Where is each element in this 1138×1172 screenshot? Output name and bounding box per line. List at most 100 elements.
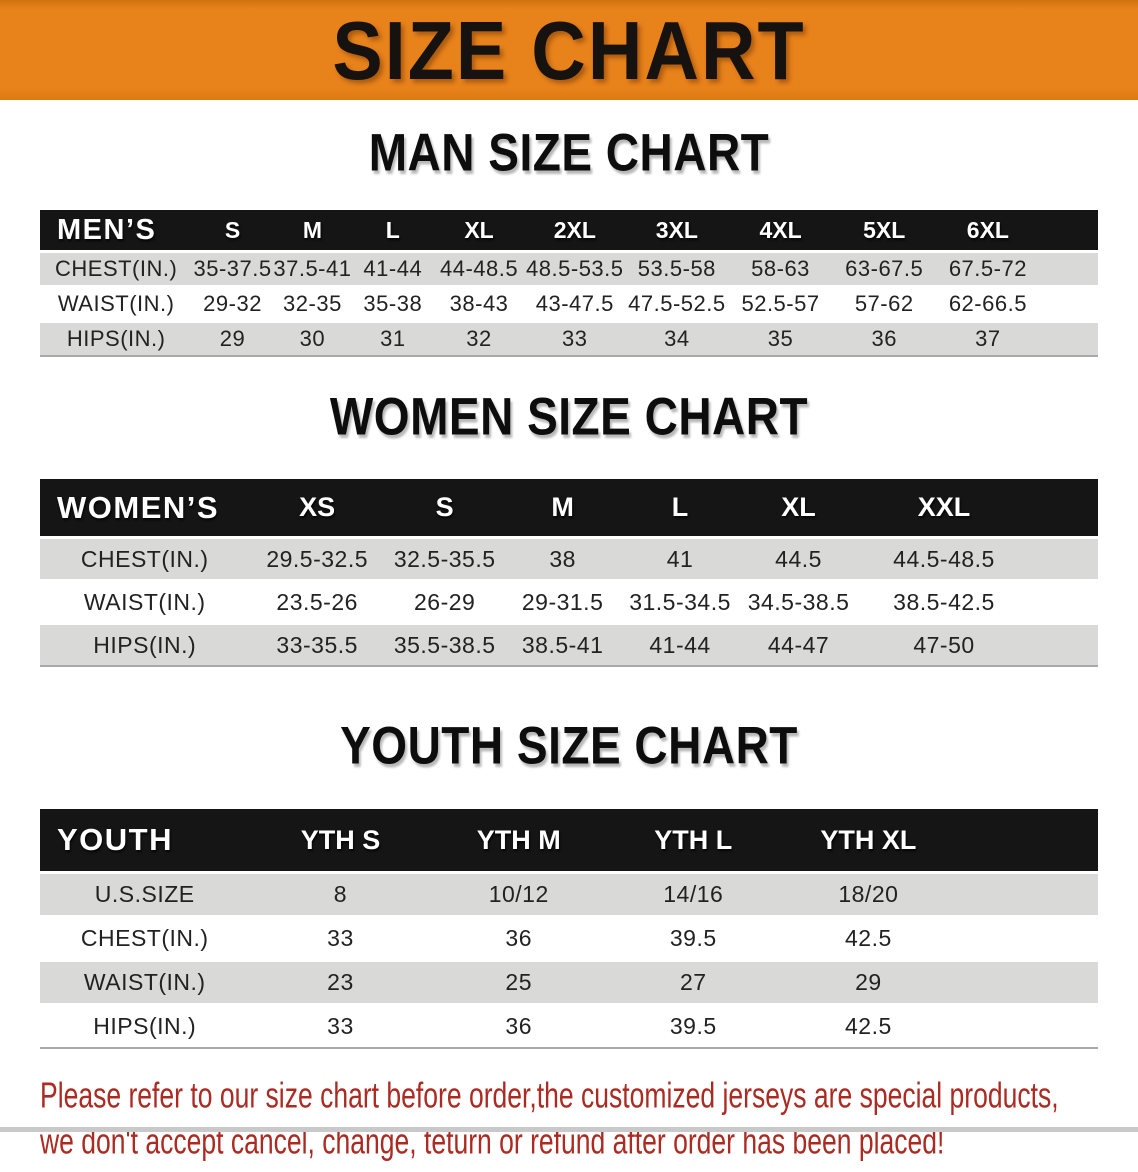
size-value-cell: 18/20 <box>780 871 957 915</box>
table-row: CHEST(IN.) 33 36 39.5 42.5 <box>40 915 1098 959</box>
spacer-cell <box>1039 250 1098 285</box>
column-header-cell: XXL <box>857 479 1031 536</box>
spacer-cell <box>1039 320 1098 355</box>
table-title-cell: WOMEN’S <box>40 479 250 536</box>
youth-section-heading-text: YOUTH SIZE CHART <box>340 715 798 775</box>
size-value-cell: 39.5 <box>606 1003 781 1047</box>
size-value-cell: 44-47 <box>739 622 858 665</box>
size-value-cell: 38.5-42.5 <box>857 579 1031 622</box>
table-row: U.S.SIZE 8 10/12 14/16 18/20 <box>40 871 1098 915</box>
size-value-cell: 44-48.5 <box>433 250 525 285</box>
women-section-heading: WOMEN SIZE CHART <box>0 386 1138 454</box>
spacer-cell <box>1039 210 1098 250</box>
column-header-cell: 2XL <box>524 210 626 250</box>
column-header-cell: YTH M <box>431 809 606 871</box>
row-label-cell: WAIST(IN.) <box>40 285 193 320</box>
column-header-cell: 3XL <box>625 210 729 250</box>
row-label-cell: U.S.SIZE <box>40 871 250 915</box>
size-value-cell: 36 <box>431 915 606 959</box>
table-header-row: MEN’S S M L XL 2XL 3XL 4XL 5XL 6XL <box>40 210 1098 250</box>
size-value-cell: 33 <box>249 915 432 959</box>
size-value-cell: 32-35 <box>272 285 353 320</box>
size-value-cell: 38-43 <box>433 285 525 320</box>
size-value-cell: 25 <box>431 959 606 1003</box>
size-value-cell: 27 <box>606 959 781 1003</box>
column-header-cell: M <box>504 479 621 536</box>
column-header-cell: 6XL <box>936 210 1040 250</box>
spacer-cell <box>1039 285 1098 320</box>
order-policy-note-line-1: Please refer to our size chart before or… <box>40 1073 1098 1119</box>
size-value-cell: 38.5-41 <box>504 622 621 665</box>
table-title-cell: MEN’S <box>40 210 193 250</box>
size-chart-banner: SIZE CHART <box>0 0 1138 100</box>
spacer-cell <box>956 1003 1098 1047</box>
column-header-cell: XL <box>433 210 525 250</box>
size-value-cell: 37.5-41 <box>272 250 353 285</box>
size-value-cell: 14/16 <box>606 871 781 915</box>
table-row: WAIST(IN.) 29-32 32-35 35-38 38-43 43-47.5 47.… <box>40 285 1098 320</box>
spacer-cell <box>956 871 1098 915</box>
row-label-cell: HIPS(IN.) <box>40 622 250 665</box>
size-value-cell: 47.5-52.5 <box>625 285 729 320</box>
table-header-row: YOUTH YTH S YTH M YTH L YTH XL <box>40 809 1098 871</box>
column-header-cell: L <box>352 210 434 250</box>
row-label-cell: HIPS(IN.) <box>40 320 193 355</box>
size-value-cell: 36 <box>431 1003 606 1047</box>
size-value-cell: 43-47.5 <box>524 285 626 320</box>
table-title-cell: YOUTH <box>40 809 250 871</box>
spacer-cell <box>1030 579 1098 622</box>
size-value-cell: 58-63 <box>728 250 833 285</box>
spacer-cell <box>1030 536 1098 579</box>
size-value-cell: 38 <box>504 536 621 579</box>
size-value-cell: 53.5-58 <box>625 250 729 285</box>
size-value-cell: 32.5-35.5 <box>384 536 505 579</box>
size-value-cell: 42.5 <box>780 1003 957 1047</box>
spacer-cell <box>1030 479 1098 536</box>
size-value-cell: 41 <box>620 536 740 579</box>
size-value-cell: 34 <box>625 320 729 355</box>
order-policy-note: Please refer to our size chart before or… <box>40 1073 1098 1165</box>
size-value-cell: 36 <box>832 320 937 355</box>
column-header-cell: 4XL <box>728 210 833 250</box>
row-label-cell: WAIST(IN.) <box>40 579 250 622</box>
size-value-cell: 63-67.5 <box>832 250 937 285</box>
size-value-cell: 35-37.5 <box>192 250 273 285</box>
size-value-cell: 35.5-38.5 <box>384 622 505 665</box>
size-value-cell: 44.5 <box>739 536 858 579</box>
size-value-cell: 62-66.5 <box>936 285 1040 320</box>
column-header-cell: S <box>384 479 505 536</box>
row-label-cell: CHEST(IN.) <box>40 915 250 959</box>
column-header-cell: L <box>620 479 740 536</box>
spacer-cell <box>956 959 1098 1003</box>
column-header-cell: M <box>272 210 353 250</box>
size-value-cell: 26-29 <box>384 579 505 622</box>
spacer-cell <box>956 915 1098 959</box>
size-value-cell: 29 <box>780 959 957 1003</box>
size-value-cell: 29-32 <box>192 285 273 320</box>
column-header-cell: XS <box>249 479 385 536</box>
size-value-cell: 31 <box>352 320 434 355</box>
row-label-cell: WAIST(IN.) <box>40 959 250 1003</box>
size-value-cell: 35 <box>728 320 833 355</box>
order-policy-note-text-2: we don't accept cancel, change, teturn o… <box>40 1122 945 1162</box>
women-size-table: WOMEN’S XS S M L XL XXL CHEST(IN.) 29.5-32.5 32.5… <box>40 479 1098 667</box>
column-header-cell: 5XL <box>832 210 937 250</box>
table-row: WAIST(IN.) 23.5-26 26-29 29-31.5 31.5-34.5 34… <box>40 579 1098 622</box>
size-value-cell: 33-35.5 <box>249 622 385 665</box>
size-value-cell: 33 <box>249 1003 432 1047</box>
men-section-heading: MAN SIZE CHART <box>0 122 1138 190</box>
size-value-cell: 41-44 <box>620 622 740 665</box>
size-value-cell: 48.5-53.5 <box>524 250 626 285</box>
size-value-cell: 10/12 <box>431 871 606 915</box>
size-value-cell: 35-38 <box>352 285 434 320</box>
spacer-cell <box>956 809 1098 871</box>
size-value-cell: 44.5-48.5 <box>857 536 1031 579</box>
banner-title: SIZE CHART <box>332 3 806 97</box>
table-header-row: WOMEN’S XS S M L XL XXL <box>40 479 1098 536</box>
table-row: HIPS(IN.) 29 30 31 32 33 34 35 36 37 <box>40 320 1098 355</box>
column-header-cell: XL <box>739 479 858 536</box>
column-header-cell: YTH L <box>606 809 781 871</box>
column-header-cell: YTH S <box>249 809 432 871</box>
size-value-cell: 47-50 <box>857 622 1031 665</box>
table-row: HIPS(IN.) 33 36 39.5 42.5 <box>40 1003 1098 1047</box>
